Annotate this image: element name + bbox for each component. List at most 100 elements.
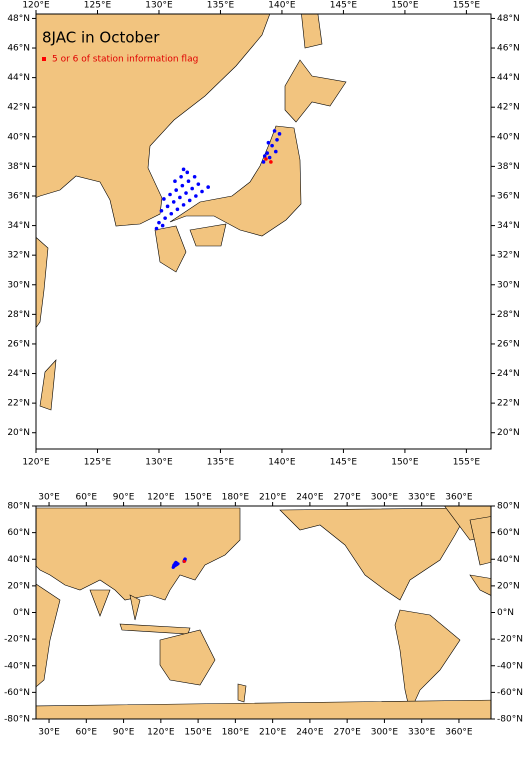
y-tick-label: 40°N (497, 555, 520, 565)
station (162, 197, 166, 201)
station (270, 143, 274, 148)
x-tick-label: 270°E (333, 493, 361, 503)
x-tick-label: 240°E (296, 728, 324, 738)
station (174, 188, 178, 192)
y-tick-label: 48°N (497, 14, 520, 24)
x-tick-label: 155°E (453, 1, 481, 11)
x-tick-label: 300°E (371, 493, 399, 503)
x-tick-label: 135°E (207, 458, 235, 468)
legend-marker (42, 57, 46, 61)
y-tick-label: 26°N (497, 339, 520, 349)
x-tick-label: 125°E (84, 458, 112, 468)
x-tick-label: 60°E (75, 493, 97, 503)
x-tick-label: 145°E (330, 458, 358, 468)
y-tick-label: 30°N (497, 280, 520, 290)
y-tick-label: 38°N (7, 162, 30, 172)
y-tick-label: 20°N (7, 581, 30, 591)
x-tick-label: 210°E (259, 728, 287, 738)
y-tick-label: 34°N (497, 221, 520, 231)
station (266, 140, 271, 145)
y-tick-label: 40°N (7, 132, 30, 142)
x-tick-label: 270°E (333, 728, 361, 738)
y-tick-label: 28°N (7, 310, 30, 320)
station (168, 192, 172, 197)
station (277, 132, 282, 136)
y-tick-label: 22°N (7, 399, 30, 409)
y-tick-label: 34°N (7, 221, 30, 231)
station (200, 189, 204, 194)
y-tick-label: 80°N (7, 502, 30, 512)
y-tick-label: 30°N (7, 280, 30, 290)
station (159, 208, 164, 213)
x-tick-label: 125°E (84, 1, 112, 11)
y-tick-label: 38°N (497, 162, 520, 172)
x-tick-label: 90°E (113, 728, 135, 738)
x-tick-label: 140°E (268, 1, 296, 11)
station (190, 186, 194, 191)
x-tick-label: 330°E (408, 728, 436, 738)
y-tick-label: 48°N (7, 14, 30, 24)
station (165, 204, 170, 209)
y-tick-label: 40°N (497, 132, 520, 142)
station (181, 167, 186, 172)
x-tick-label: 150°E (184, 493, 212, 503)
y-tick-label: 32°N (7, 251, 30, 261)
x-tick-label: 150°E (391, 1, 419, 11)
legend-label: 5 or 6 of station information flag (52, 55, 198, 65)
station (182, 559, 186, 563)
station (261, 160, 266, 164)
x-tick-label: 300°E (371, 728, 399, 738)
station (196, 182, 201, 186)
station (272, 129, 277, 133)
station (171, 200, 176, 204)
x-tick-label: 90°E (113, 493, 135, 503)
x-tick-label: 150°E (391, 458, 419, 468)
y-tick-label: 32°N (497, 251, 520, 261)
y-tick-label: 0°N (13, 608, 30, 618)
y-tick-label: 60°N (7, 528, 30, 538)
y-tick-label: 24°N (7, 369, 30, 379)
station (169, 211, 174, 216)
y-tick-label: -40°N (4, 661, 30, 671)
x-tick-label: 155°E (453, 458, 481, 468)
y-tick-label: 60°N (497, 528, 520, 538)
station (174, 560, 178, 564)
x-tick-label: 30°E (38, 493, 60, 503)
x-tick-label: 240°E (296, 493, 324, 503)
x-tick-label: 150°E (184, 728, 212, 738)
y-tick-label: 46°N (7, 44, 30, 54)
y-tick-label: -20°N (4, 635, 30, 645)
station (172, 565, 176, 569)
y-tick-label: 42°N (497, 103, 520, 113)
station (269, 160, 273, 164)
y-tick-label: 42°N (7, 103, 30, 113)
y-tick-label: 28°N (497, 310, 520, 320)
x-tick-label: 120°E (147, 728, 175, 738)
y-tick-label: 24°N (497, 369, 520, 379)
x-tick-label: 180°E (222, 728, 250, 738)
station (160, 223, 165, 228)
y-tick-label: 26°N (7, 339, 30, 349)
x-tick-label: 30°E (38, 728, 60, 738)
y-tick-label: -40°N (497, 661, 523, 671)
station (186, 179, 191, 183)
x-tick-label: 60°E (75, 728, 97, 738)
station (154, 226, 159, 231)
station (265, 151, 269, 155)
x-tick-label: 180°E (222, 493, 250, 503)
station (273, 149, 278, 154)
station (192, 174, 197, 179)
y-tick-label: 40°N (7, 555, 30, 565)
x-tick-label: 210°E (259, 493, 287, 503)
x-tick-label: 130°E (145, 1, 173, 11)
y-tick-label: -60°N (4, 688, 30, 698)
station (179, 174, 183, 179)
x-tick-label: 360°E (445, 493, 473, 503)
x-tick-label: 330°E (408, 493, 436, 503)
station (206, 185, 210, 189)
x-tick-label: 135°E (207, 1, 235, 11)
y-tick-label: 44°N (497, 73, 520, 83)
y-tick-label: -20°N (497, 635, 523, 645)
x-tick-label: 130°E (145, 458, 173, 468)
